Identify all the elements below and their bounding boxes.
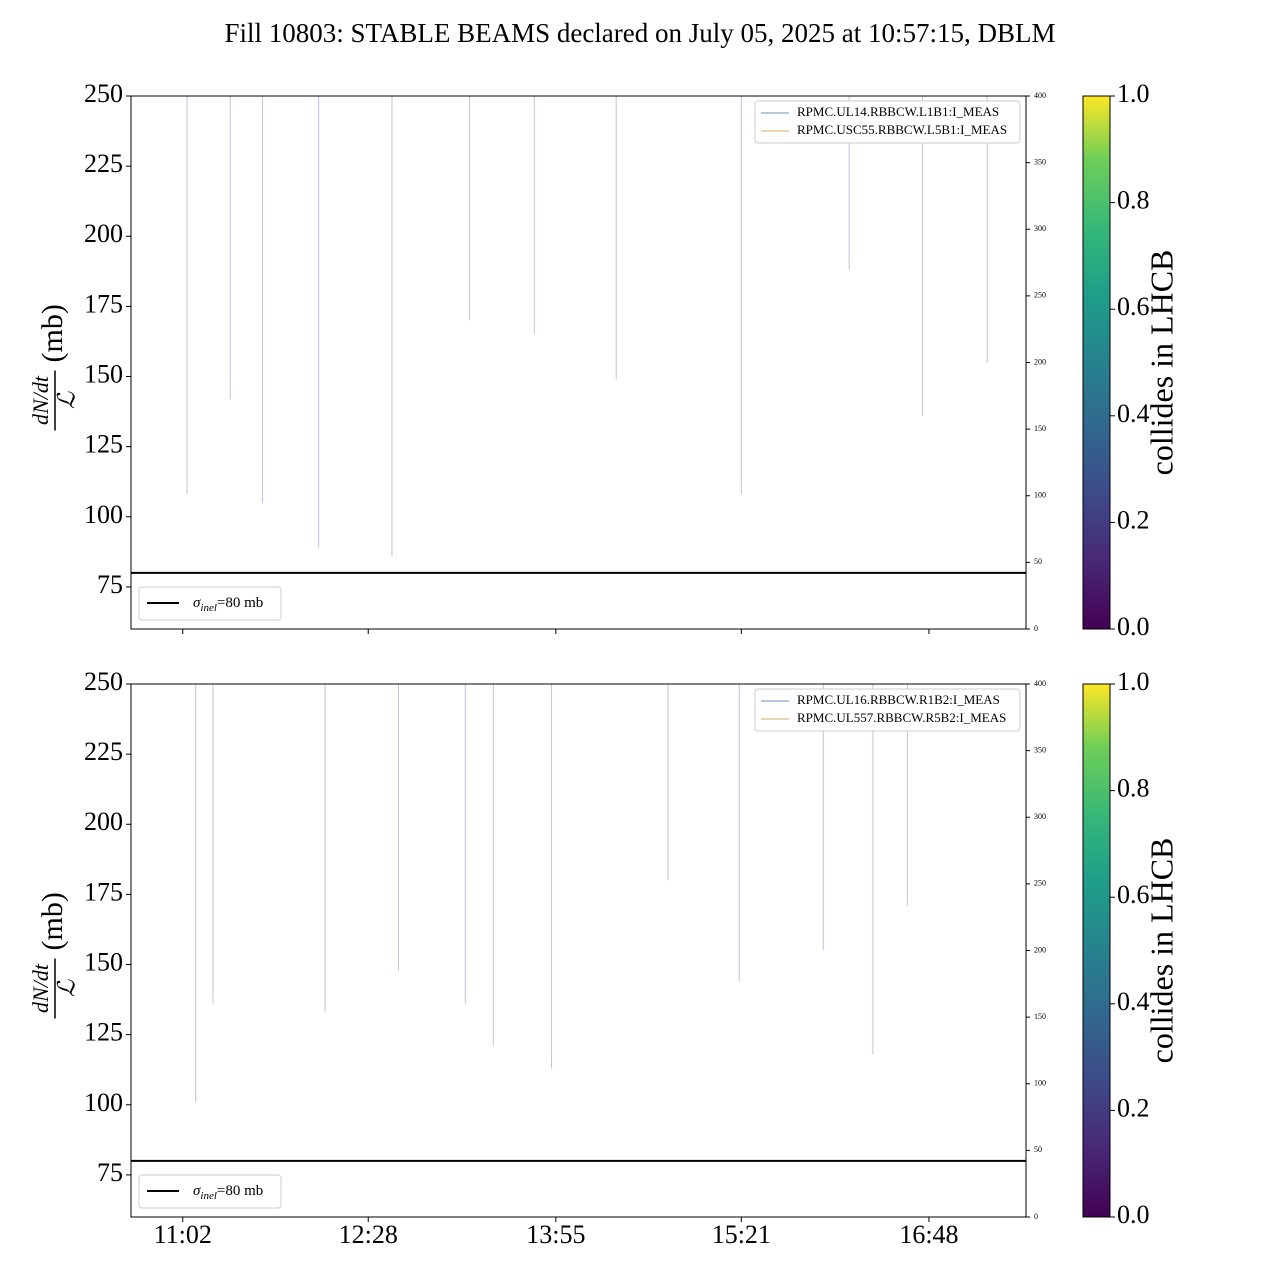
y-tick-label: 200 [84,219,123,248]
y-tick-label: 100 [84,1088,123,1117]
legend-box [138,586,282,621]
y-label-denominator: ℒ [55,979,81,997]
legend-label: RPMC.USC55.RBBCW.L5B1:I_MEAS [797,122,1007,137]
y2-tick-label: 200 [1034,357,1046,366]
y-tick-label: 225 [84,737,123,766]
plot-frame [130,683,1027,1218]
x-tick-label: 12:28 [339,1220,398,1249]
legend-subscript: inel [200,602,217,614]
y2-tick-label: 250 [1034,291,1046,300]
legend-symbol: σ [193,1183,201,1199]
y-tick-label: 75 [97,570,123,599]
y2-tick-label: 0 [1034,1212,1038,1221]
y-tick-label: 150 [84,359,123,388]
colorbar-tick-label: 0.4 [1117,399,1150,428]
colorbar-tick-label: 0.0 [1117,1200,1150,1229]
colorbar-tick-label: 0.6 [1117,292,1150,321]
y2-tick-label: 300 [1034,224,1046,233]
colorbar-tick-label: 0.6 [1117,880,1150,909]
y-tick-label: 175 [84,289,123,318]
colorbar-tick-label: 1.0 [1117,79,1150,108]
x-tick-label: 11:02 [154,1220,212,1249]
y-tick-label: 250 [84,667,123,696]
y-tick-label: 125 [84,430,123,459]
legend-label: σinel=80 mb [193,1183,263,1201]
y-tick-label: 150 [84,947,123,976]
colorbar-label: collides in LHCB [1143,838,1179,1064]
y-tick-label: 200 [84,807,123,836]
colorbar-tick-label: 0.2 [1117,1093,1150,1122]
y-axis-label: dN/dt ℒ (mb) [28,892,81,1019]
y-tick-label: 75 [97,1158,123,1187]
legend-label: σinel=80 mb [193,595,263,613]
colorbar [1082,683,1111,1218]
legend-box [754,688,1021,732]
colorbar-tick-label: 0.2 [1117,505,1150,534]
legend-label: RPMC.UL557.RBBCW.R5B2:I_MEAS [797,710,1006,725]
y2-tick-label: 100 [1034,1079,1046,1088]
colorbar-tick-label: 0.4 [1117,987,1150,1016]
legend-label: RPMC.UL16.RBBCW.R1B2:I_MEAS [797,692,1000,707]
x-tick-label: 16:48 [899,1220,958,1249]
y-label-numerator: dN/dt [28,375,53,425]
x-tick-label: 13:55 [526,1220,585,1249]
plot-frame [130,95,1027,630]
colorbar-tick-label: 0.8 [1117,774,1150,803]
colorbar [1082,95,1111,630]
y-tick-label: 125 [84,1018,123,1047]
colorbar-tick-label: 0.0 [1117,612,1150,641]
y-label-numerator: dN/dt [28,963,53,1013]
legend-label: RPMC.UL14.RBBCW.L1B1:I_MEAS [797,104,999,119]
y2-tick-label: 350 [1034,745,1046,754]
legend-subscript: inel [200,1190,217,1202]
legend-box [138,1174,282,1209]
y2-tick-label: 200 [1034,945,1046,954]
y-label-unit: (mb) [36,304,69,362]
y-label-unit: (mb) [36,892,69,950]
y-label-denominator: ℒ [55,391,81,409]
colorbar-label: collides in LHCB [1143,250,1179,476]
legend-box [754,100,1021,144]
y-tick-label: 250 [84,79,123,108]
y-tick-label: 100 [84,500,123,529]
x-tick-label: 15:21 [712,1220,771,1249]
legend-symbol: σ [193,595,201,611]
y2-tick-label: 400 [1034,679,1046,688]
y2-tick-label: 350 [1034,157,1046,166]
y-tick-label: 225 [84,149,123,178]
chart-title: Fill 10803: STABLE BEAMS declared on Jul… [224,18,1055,48]
y-axis-label: dN/dt ℒ (mb) [28,304,81,431]
y2-tick-label: 0 [1034,624,1038,633]
y2-tick-label: 400 [1034,91,1046,100]
legend-text: =80 mb [217,1183,263,1199]
colorbar-tick-label: 0.8 [1117,186,1150,215]
y2-tick-label: 150 [1034,424,1046,433]
y2-tick-label: 50 [1034,557,1042,566]
y2-tick-label: 250 [1034,879,1046,888]
y2-tick-label: 300 [1034,812,1046,821]
y2-tick-label: 50 [1034,1145,1042,1154]
legend-text: =80 mb [217,595,263,611]
y-tick-label: 175 [84,877,123,906]
y2-tick-label: 100 [1034,491,1046,500]
colorbar-tick-label: 1.0 [1117,667,1150,696]
y2-tick-label: 150 [1034,1012,1046,1021]
